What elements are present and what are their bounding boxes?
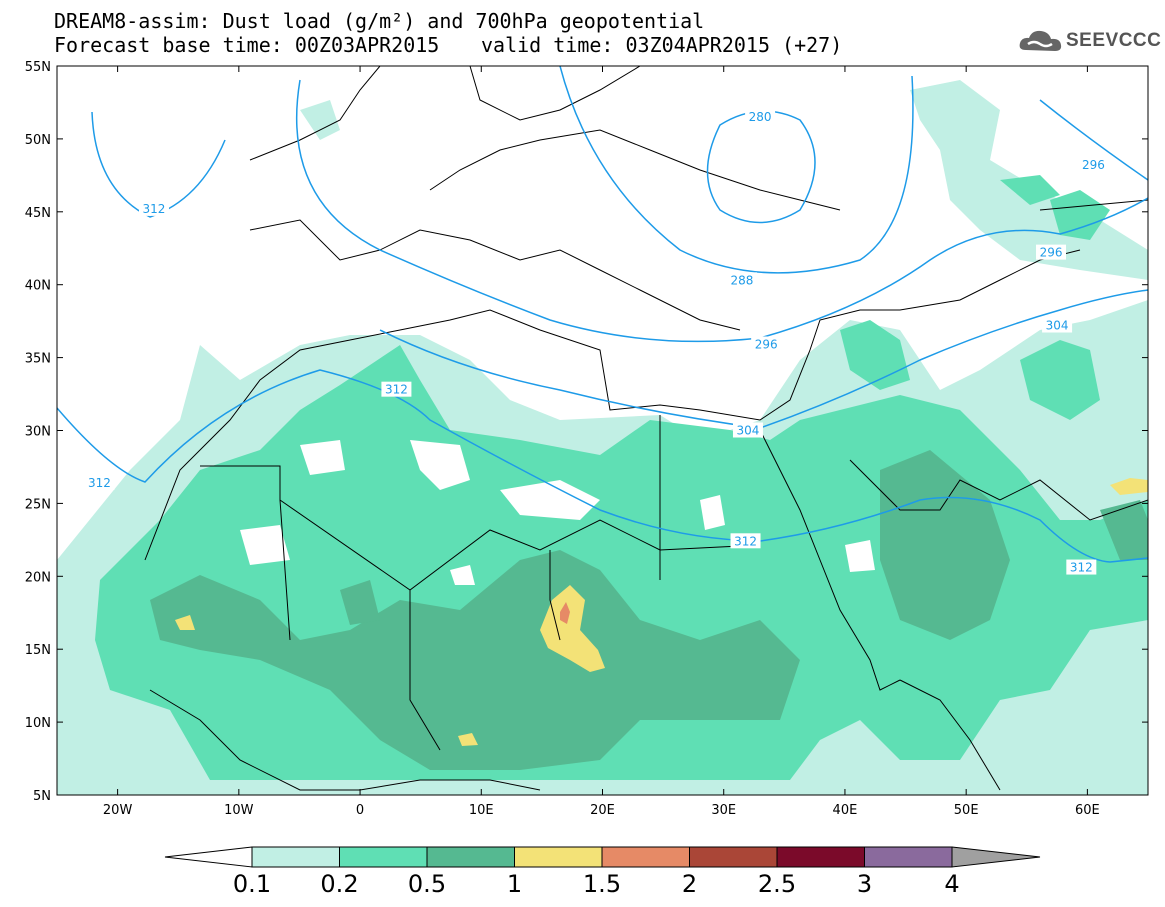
contour-label-bg [1036, 244, 1067, 260]
lon-label: 60E [1075, 803, 1100, 818]
logo-text: SEEVCCC [1066, 30, 1162, 51]
geopotential-contours [57, 66, 1148, 563]
lat-label: 55N [25, 60, 51, 75]
lat-label: 15N [25, 643, 51, 658]
lon-label: 20W [103, 803, 133, 818]
contour-label-bg [732, 422, 763, 438]
dust-band-0-5 [150, 450, 1148, 770]
lon-label: 10W [224, 803, 254, 818]
longitude-axis: 20W 10W 0 10E 20E 30E 40E 50E 60E [103, 66, 1100, 818]
contour-label: 296 [755, 337, 778, 351]
colorbar-swatch [601, 846, 690, 868]
lon-label: 0 [356, 803, 364, 818]
colorbar-label: 3 [856, 870, 873, 898]
colorbar-swatch [689, 846, 778, 868]
contour-304 [379, 289, 1148, 429]
map-title: DREAM8-assim: Dust load (g/m²) and 700hP… [54, 9, 705, 33]
dust-free-areas [240, 440, 875, 585]
contour-296 [296, 79, 1148, 343]
lon-label: 20E [590, 803, 615, 818]
colorbar-swatch [251, 846, 340, 868]
cloud-icon [1019, 30, 1062, 51]
contour-label: 288 [730, 273, 753, 287]
contour-label: 312 [88, 476, 111, 490]
lon-label: 50E [954, 803, 979, 818]
colorbar [164, 846, 1041, 868]
lat-label: 5N [33, 789, 51, 804]
contour-label-bg [381, 381, 412, 397]
colorbar-label: 2.5 [757, 870, 797, 898]
colorbar-over-triangle [951, 846, 1041, 868]
contour-label: 312 [734, 534, 757, 548]
contour-label: 312 [385, 383, 408, 397]
contour-label: 296 [1082, 158, 1105, 172]
colorbar-label: 4 [944, 870, 960, 898]
dust-fields: 312 280 296 296 288 296 304 312 304 312 312 312 [57, 66, 1148, 795]
contour-label: 304 [737, 424, 760, 438]
contour-label-bg [745, 109, 776, 125]
contour-label-bg [1078, 157, 1109, 173]
colorbar-swatch [776, 846, 865, 868]
contour-288 [559, 66, 914, 274]
lat-label: 25N [25, 497, 51, 512]
contour-280 [706, 110, 816, 224]
colorbar-swatch [514, 846, 603, 868]
contour-label-bg [1042, 317, 1073, 333]
seevccc-logo: SEEVCCC [1018, 26, 1162, 56]
colorbar-swatch [426, 846, 515, 868]
colorbar-swatch [864, 846, 953, 868]
contour-312 [57, 369, 1148, 563]
contour-label-bg [84, 474, 115, 490]
latitude-axis: 55N 50N 45N 40N 35N 30N 25N 20N 15N 10N 5N [25, 60, 1148, 804]
contour-312-atlantic [91, 111, 226, 218]
colorbar-label: 0.2 [320, 870, 359, 898]
colorbar-under-triangle [164, 846, 253, 868]
colorbar-label: 1.5 [582, 870, 622, 898]
lat-label: 40N [25, 279, 51, 294]
contour-label-bg [726, 272, 757, 288]
coastlines-and-borders [144, 66, 1148, 791]
contour-label: 304 [1046, 319, 1069, 333]
colorbar-label: 0.1 [232, 870, 272, 898]
forecast-base-time: Forecast base time: 00Z03APR2015 [54, 33, 440, 57]
contour-label-group: 312 280 296 296 288 296 304 312 304 312 312 312 [84, 109, 1109, 575]
lat-label: 50N [25, 133, 51, 148]
contour-label: 296 [1040, 246, 1063, 260]
lon-label: 40E [833, 803, 858, 818]
contour-label-bg [751, 336, 782, 352]
colorbar-label: 0.5 [407, 870, 447, 898]
lat-label: 30N [25, 425, 51, 440]
colorbar-label: 1 [506, 870, 523, 898]
lat-label: 35N [25, 352, 51, 367]
lon-label: 10E [469, 803, 494, 818]
contour-label: 280 [749, 110, 772, 124]
lon-label: 30E [711, 803, 736, 818]
valid-time: valid time: 03Z04APR2015 (+27) [481, 33, 843, 57]
contour-label-bg [138, 200, 169, 216]
contour-296-east [1039, 99, 1148, 181]
contour-label-bg [730, 533, 761, 549]
lat-label: 20N [25, 570, 51, 585]
contour-label: 312 [1070, 561, 1093, 575]
dust-band-1 [175, 478, 1148, 746]
colorbar-swatch [339, 846, 428, 868]
dust-band-1-5 [560, 602, 570, 624]
contour-label: 312 [143, 202, 166, 216]
contour-label-bg [1066, 559, 1097, 575]
colorbar-label: 2 [681, 870, 698, 898]
lat-label: 10N [25, 716, 51, 731]
lat-label: 45N [25, 206, 51, 221]
